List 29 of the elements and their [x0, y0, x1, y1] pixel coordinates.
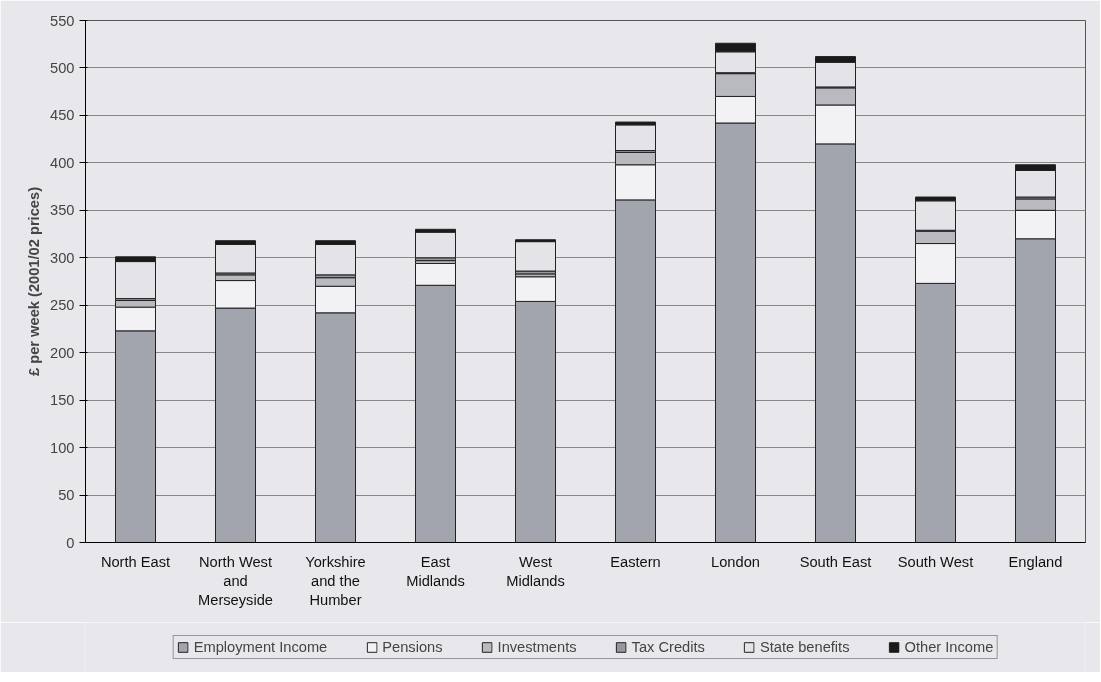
- x-tick-label: Yorkshire and the Humber: [305, 553, 366, 608]
- y-tick-label: 200: [50, 344, 75, 361]
- y-tick-label: 50: [58, 487, 75, 504]
- legend-label: State benefits: [759, 639, 850, 655]
- y-tick-label: 350: [50, 202, 75, 219]
- legend-label: Pensions: [382, 639, 443, 655]
- legend-label: Investments: [497, 639, 577, 655]
- y-tick-label: 400: [50, 154, 75, 171]
- legend-label: Employment Income: [193, 639, 328, 655]
- y-tick-label: 150: [50, 392, 75, 409]
- y-tick-label: 500: [50, 59, 75, 76]
- x-tick-label: North East: [100, 553, 171, 570]
- x-tick-label: West Midlands: [506, 553, 565, 589]
- x-tick-label: South East: [799, 553, 872, 570]
- y-tick-label: 450: [50, 107, 75, 124]
- x-tick-label: Eastern: [610, 553, 661, 570]
- x-tick-label: London: [711, 553, 760, 570]
- y-tick-label: 100: [50, 439, 75, 456]
- x-tick-label: South West: [897, 553, 974, 570]
- y-tick-label: 250: [50, 297, 75, 314]
- y-axis-title: £ per week (2001/02 prices): [26, 186, 43, 377]
- x-tick-label: North West and Merseyside: [198, 553, 273, 608]
- y-tick-label: 300: [50, 249, 75, 266]
- y-tick-label: 550: [50, 12, 75, 29]
- legend-label: Other Income: [904, 639, 994, 655]
- y-tick-label: 0: [66, 534, 75, 551]
- x-tick-label: East Midlands: [406, 553, 465, 589]
- legend-label: Tax Credits: [631, 639, 705, 655]
- x-tick-label: England: [1008, 553, 1063, 570]
